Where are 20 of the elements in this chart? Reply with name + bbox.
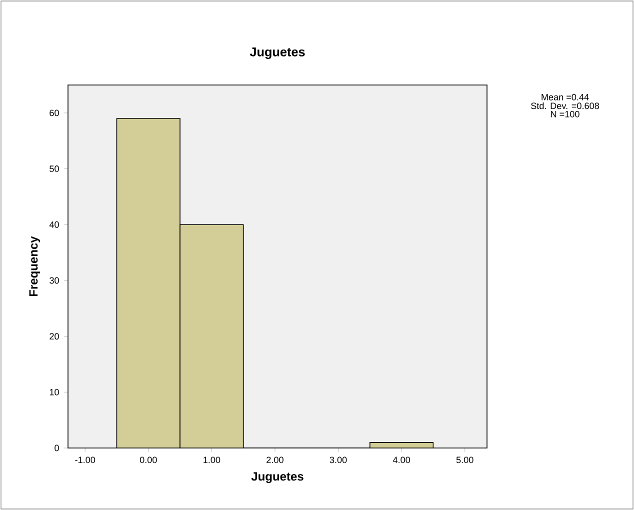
- chart-title: Juguetes: [250, 48, 305, 59]
- y-tick-label: 50: [50, 166, 59, 172]
- y-tick-label: 40: [49, 221, 59, 228]
- x-tick-label: 5.00: [456, 456, 474, 464]
- y-tick-label: 60: [50, 110, 59, 116]
- y-tick-label: 30: [50, 277, 59, 284]
- x-tick-label: 4.00: [392, 456, 410, 464]
- x-tick-label: 3.00: [330, 456, 347, 464]
- text: Mean =0.44: [542, 94, 589, 100]
- x-tick-label: 1.00: [204, 456, 220, 464]
- x-axis-title: Juguetes: [251, 472, 304, 484]
- x-tick-label: 2.00: [266, 456, 284, 464]
- y-tick-label: 0: [54, 444, 59, 452]
- y-tick-label: 10: [50, 388, 59, 396]
- text: N =100: [551, 110, 580, 118]
- y-tick-label: 20: [50, 333, 59, 340]
- x-tick-label: 0.00: [140, 456, 157, 464]
- text: Std. Dev. =0.608: [531, 102, 600, 110]
- y-axis-title: Frequency: [29, 236, 40, 296]
- x-tick-label: -1.00: [75, 456, 96, 464]
